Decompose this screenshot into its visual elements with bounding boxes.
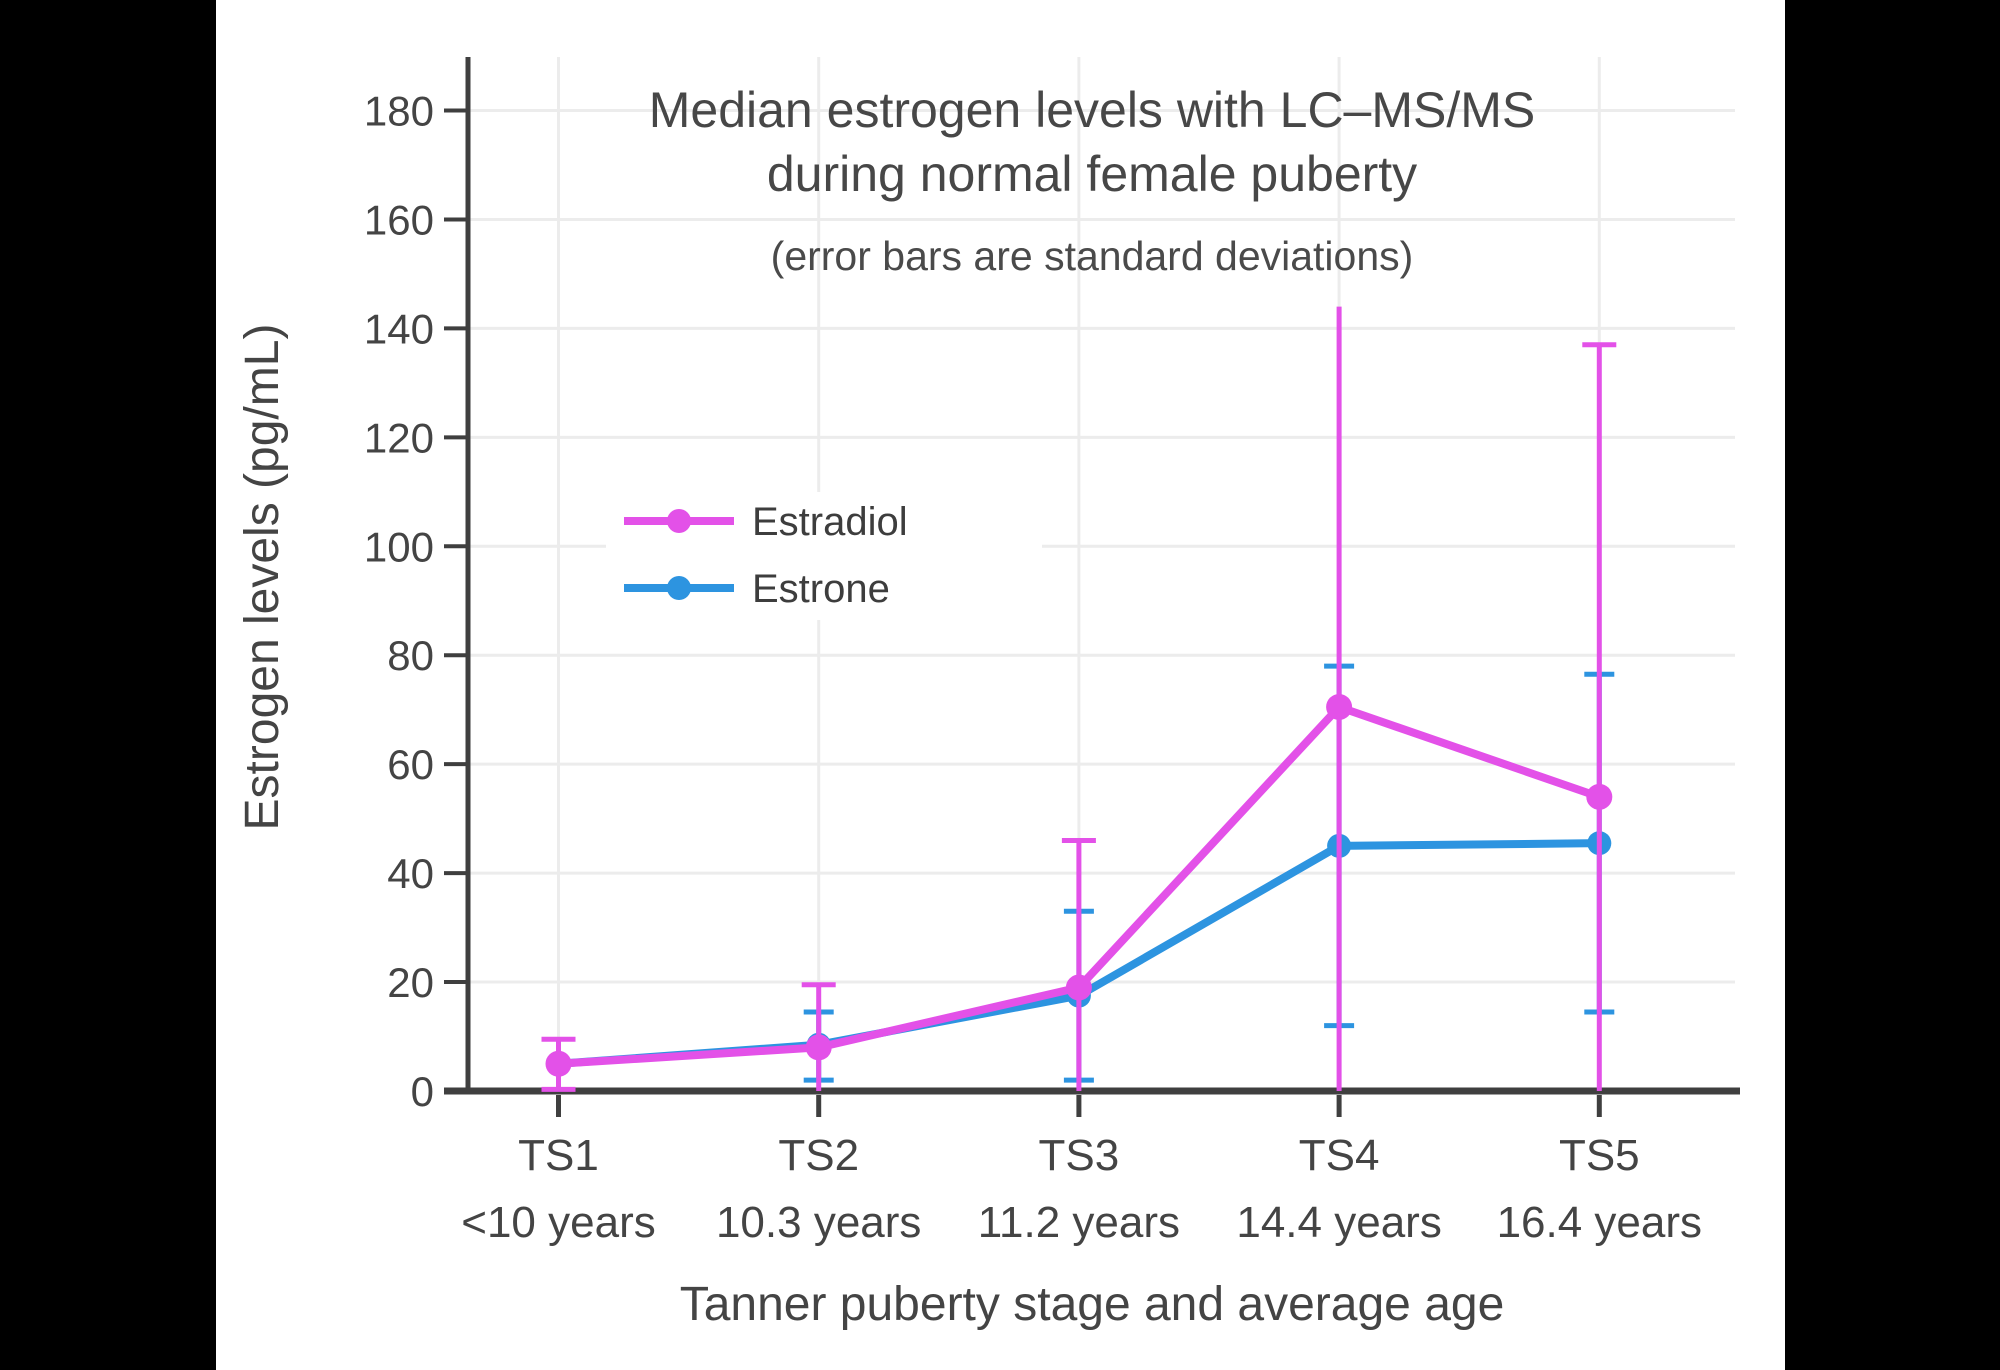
estrone-legend-marker: [667, 576, 691, 600]
estradiol-legend-marker: [667, 509, 691, 533]
data-point-estradiol-TS2: [805, 1034, 832, 1061]
chart-subtitle: (error bars are standard deviations): [771, 233, 1414, 279]
data-layer: [541, 306, 1617, 1092]
legend: Estradiol Estrone: [606, 492, 1042, 620]
plot-background: [216, 0, 1785, 1370]
legend-item-estrone[interactable]: Estrone: [624, 567, 890, 611]
y-tick-label-20: 20: [387, 959, 434, 1006]
x-category-label-TS5: TS5: [1559, 1131, 1640, 1180]
x-age-label-TS4: 14.4 years: [1236, 1198, 1441, 1247]
x-category-label-TS4: TS4: [1299, 1131, 1380, 1180]
data-point-estradiol-TS1: [545, 1050, 572, 1077]
y-tick-label-80: 80: [387, 632, 434, 679]
y-tick-label-120: 120: [364, 414, 434, 461]
axis-labels-layer: 0 20 40 60 80 100 120 140 160 180 TS1 <10 years TS2 1…: [364, 88, 1702, 1247]
x-category-label-TS2: TS2: [778, 1131, 859, 1180]
x-age-label-TS2: 10.3 years: [716, 1198, 921, 1247]
data-point-estradiol-TS3: [1065, 974, 1092, 1001]
y-tick-label-160: 160: [364, 196, 434, 243]
legend-item-estradiol[interactable]: Estradiol: [624, 500, 908, 544]
y-tick-label-40: 40: [387, 850, 434, 897]
y-axis-title: Estrogen levels (pg/mL): [236, 324, 289, 831]
y-tick-label-100: 100: [364, 523, 434, 570]
x-category-label-TS3: TS3: [1039, 1131, 1120, 1180]
axes-layer: [444, 57, 1740, 1117]
x-age-label-TS5: 16.4 years: [1497, 1198, 1702, 1247]
data-point-estradiol-TS5: [1586, 783, 1613, 810]
chart-title-line2: during normal female puberty: [767, 146, 1417, 202]
y-tick-label-140: 140: [364, 305, 434, 352]
x-category-label-TS1: TS1: [518, 1131, 599, 1180]
y-tick-label-60: 60: [387, 741, 434, 788]
x-age-label-TS1: <10 years: [461, 1198, 655, 1247]
estradiol-legend-label: Estradiol: [752, 500, 908, 544]
data-point-estradiol-TS4: [1326, 693, 1353, 720]
estrone-legend-label: Estrone: [752, 567, 890, 611]
y-tick-label-0: 0: [411, 1068, 434, 1115]
x-axis-title: Tanner puberty stage and average age: [680, 1278, 1505, 1331]
y-tick-label-180: 180: [364, 88, 434, 135]
chart-title-line1: Median estrogen levels with LC–MS/MS: [649, 82, 1536, 138]
x-age-label-TS3: 11.2 years: [978, 1198, 1180, 1247]
